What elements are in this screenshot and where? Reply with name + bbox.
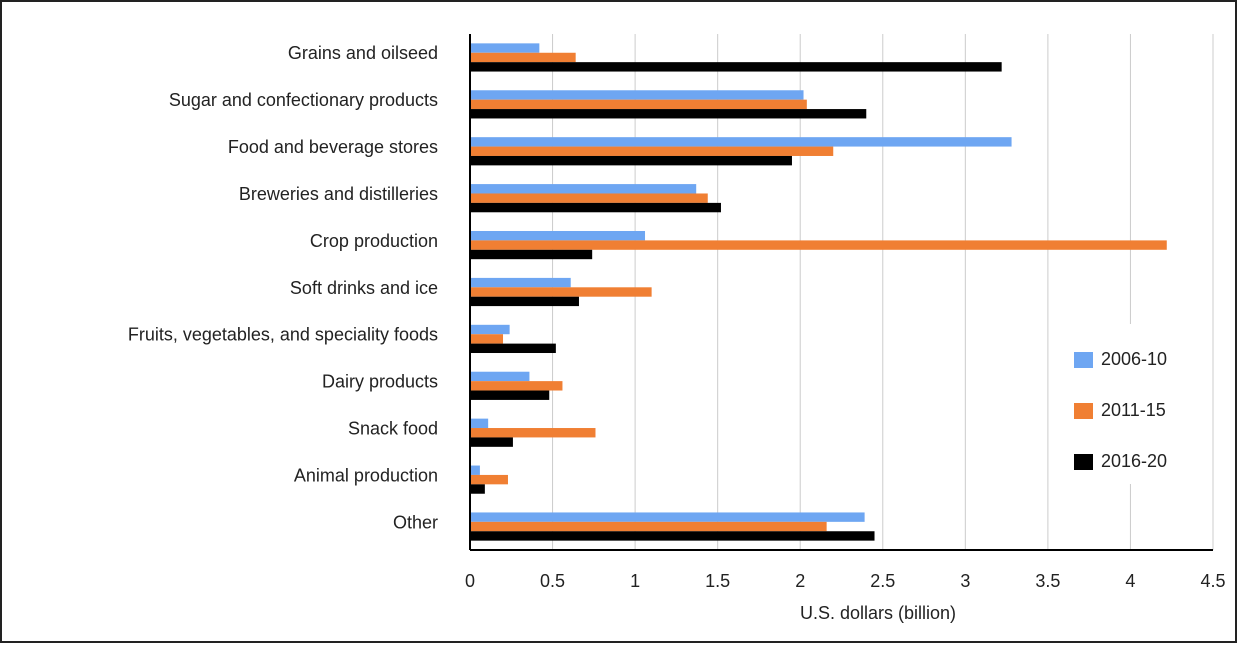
category-label: Soft drinks and ice — [290, 278, 438, 298]
legend-label: 2006-10 — [1101, 349, 1167, 369]
x-tick-label: 1.5 — [705, 571, 730, 591]
bar-2006-10 — [470, 137, 1012, 147]
legend-swatch — [1074, 454, 1093, 470]
bar-2011-15 — [470, 240, 1167, 250]
bar-2011-15 — [470, 193, 708, 203]
legend-swatch — [1074, 352, 1093, 368]
bars — [470, 43, 1167, 541]
bar-2016-20 — [470, 249, 593, 260]
legend-label: 2011-15 — [1101, 400, 1166, 420]
bar-2016-20 — [470, 437, 513, 447]
bar-2006-10 — [470, 324, 510, 335]
bar-2006-10 — [470, 90, 804, 100]
bar-2011-15 — [470, 381, 563, 391]
category-label: Grains and oilseed — [288, 43, 438, 63]
category-label: Fruits, vegetables, and speciality foods — [128, 325, 438, 345]
x-tick-label: 4.5 — [1200, 571, 1225, 591]
bar-2016-20 — [470, 343, 556, 354]
axes — [469, 34, 1213, 551]
bar-2006-10 — [470, 184, 697, 194]
x-tick-label: 0.5 — [540, 571, 565, 591]
x-tick-labels: 0 0.5 1 1.5 2 2.5 3 3.5 4 4.5 — [465, 571, 1226, 591]
category-label: Sugar and confectionary products — [169, 90, 438, 110]
category-label: Food and beverage stores — [228, 137, 438, 157]
x-axis-title: U.S. dollars (billion) — [800, 603, 956, 623]
x-tick-label: 0 — [465, 571, 475, 591]
category-label: Animal production — [294, 465, 438, 485]
category-label: Breweries and distilleries — [239, 184, 438, 204]
bar-2011-15 — [470, 474, 508, 485]
bar-2016-20 — [470, 390, 550, 400]
category-label: Snack food — [348, 418, 438, 438]
legend-label: 2016-20 — [1101, 451, 1167, 471]
bar-2011-15 — [470, 99, 807, 110]
x-tick-label: 2.5 — [870, 571, 895, 591]
bar-2006-10 — [470, 371, 530, 382]
bar-2011-15 — [470, 52, 576, 63]
category-label: Dairy products — [322, 372, 438, 392]
gridlines — [552, 34, 1214, 550]
bar-2006-10 — [470, 43, 540, 53]
x-tick-label: 3 — [960, 571, 970, 591]
bar-2016-20 — [470, 155, 792, 166]
x-tick-label: 3.5 — [1035, 571, 1060, 591]
bar-2011-15 — [470, 334, 504, 344]
legend-swatch — [1074, 403, 1093, 419]
category-labels: Grains and oilseed Sugar and confectionar… — [128, 43, 438, 532]
bar-2016-20 — [470, 62, 1002, 72]
bar-2006-10 — [470, 230, 646, 241]
category-label: Crop production — [310, 231, 438, 251]
bar-2011-15 — [470, 146, 834, 156]
x-tick-label: 2 — [795, 571, 805, 591]
x-tick-label: 4 — [1125, 571, 1135, 591]
bar-2006-10 — [470, 512, 865, 522]
x-tick-label: 1 — [630, 571, 640, 591]
bar-2011-15 — [470, 287, 652, 297]
bar-2016-20 — [470, 531, 875, 541]
bar-2016-20 — [470, 296, 579, 307]
bar-2011-15 — [470, 521, 827, 532]
bar-2006-10 — [470, 465, 480, 475]
bar-2016-20 — [470, 484, 485, 494]
bar-2016-20 — [470, 109, 867, 119]
bar-2011-15 — [470, 428, 596, 438]
category-label: Other — [393, 512, 438, 532]
bar-2006-10 — [470, 418, 489, 429]
bar-2016-20 — [470, 202, 721, 213]
legend: 2006-10 2011-15 2016-20 — [1060, 324, 1200, 484]
bar-2006-10 — [470, 277, 571, 288]
